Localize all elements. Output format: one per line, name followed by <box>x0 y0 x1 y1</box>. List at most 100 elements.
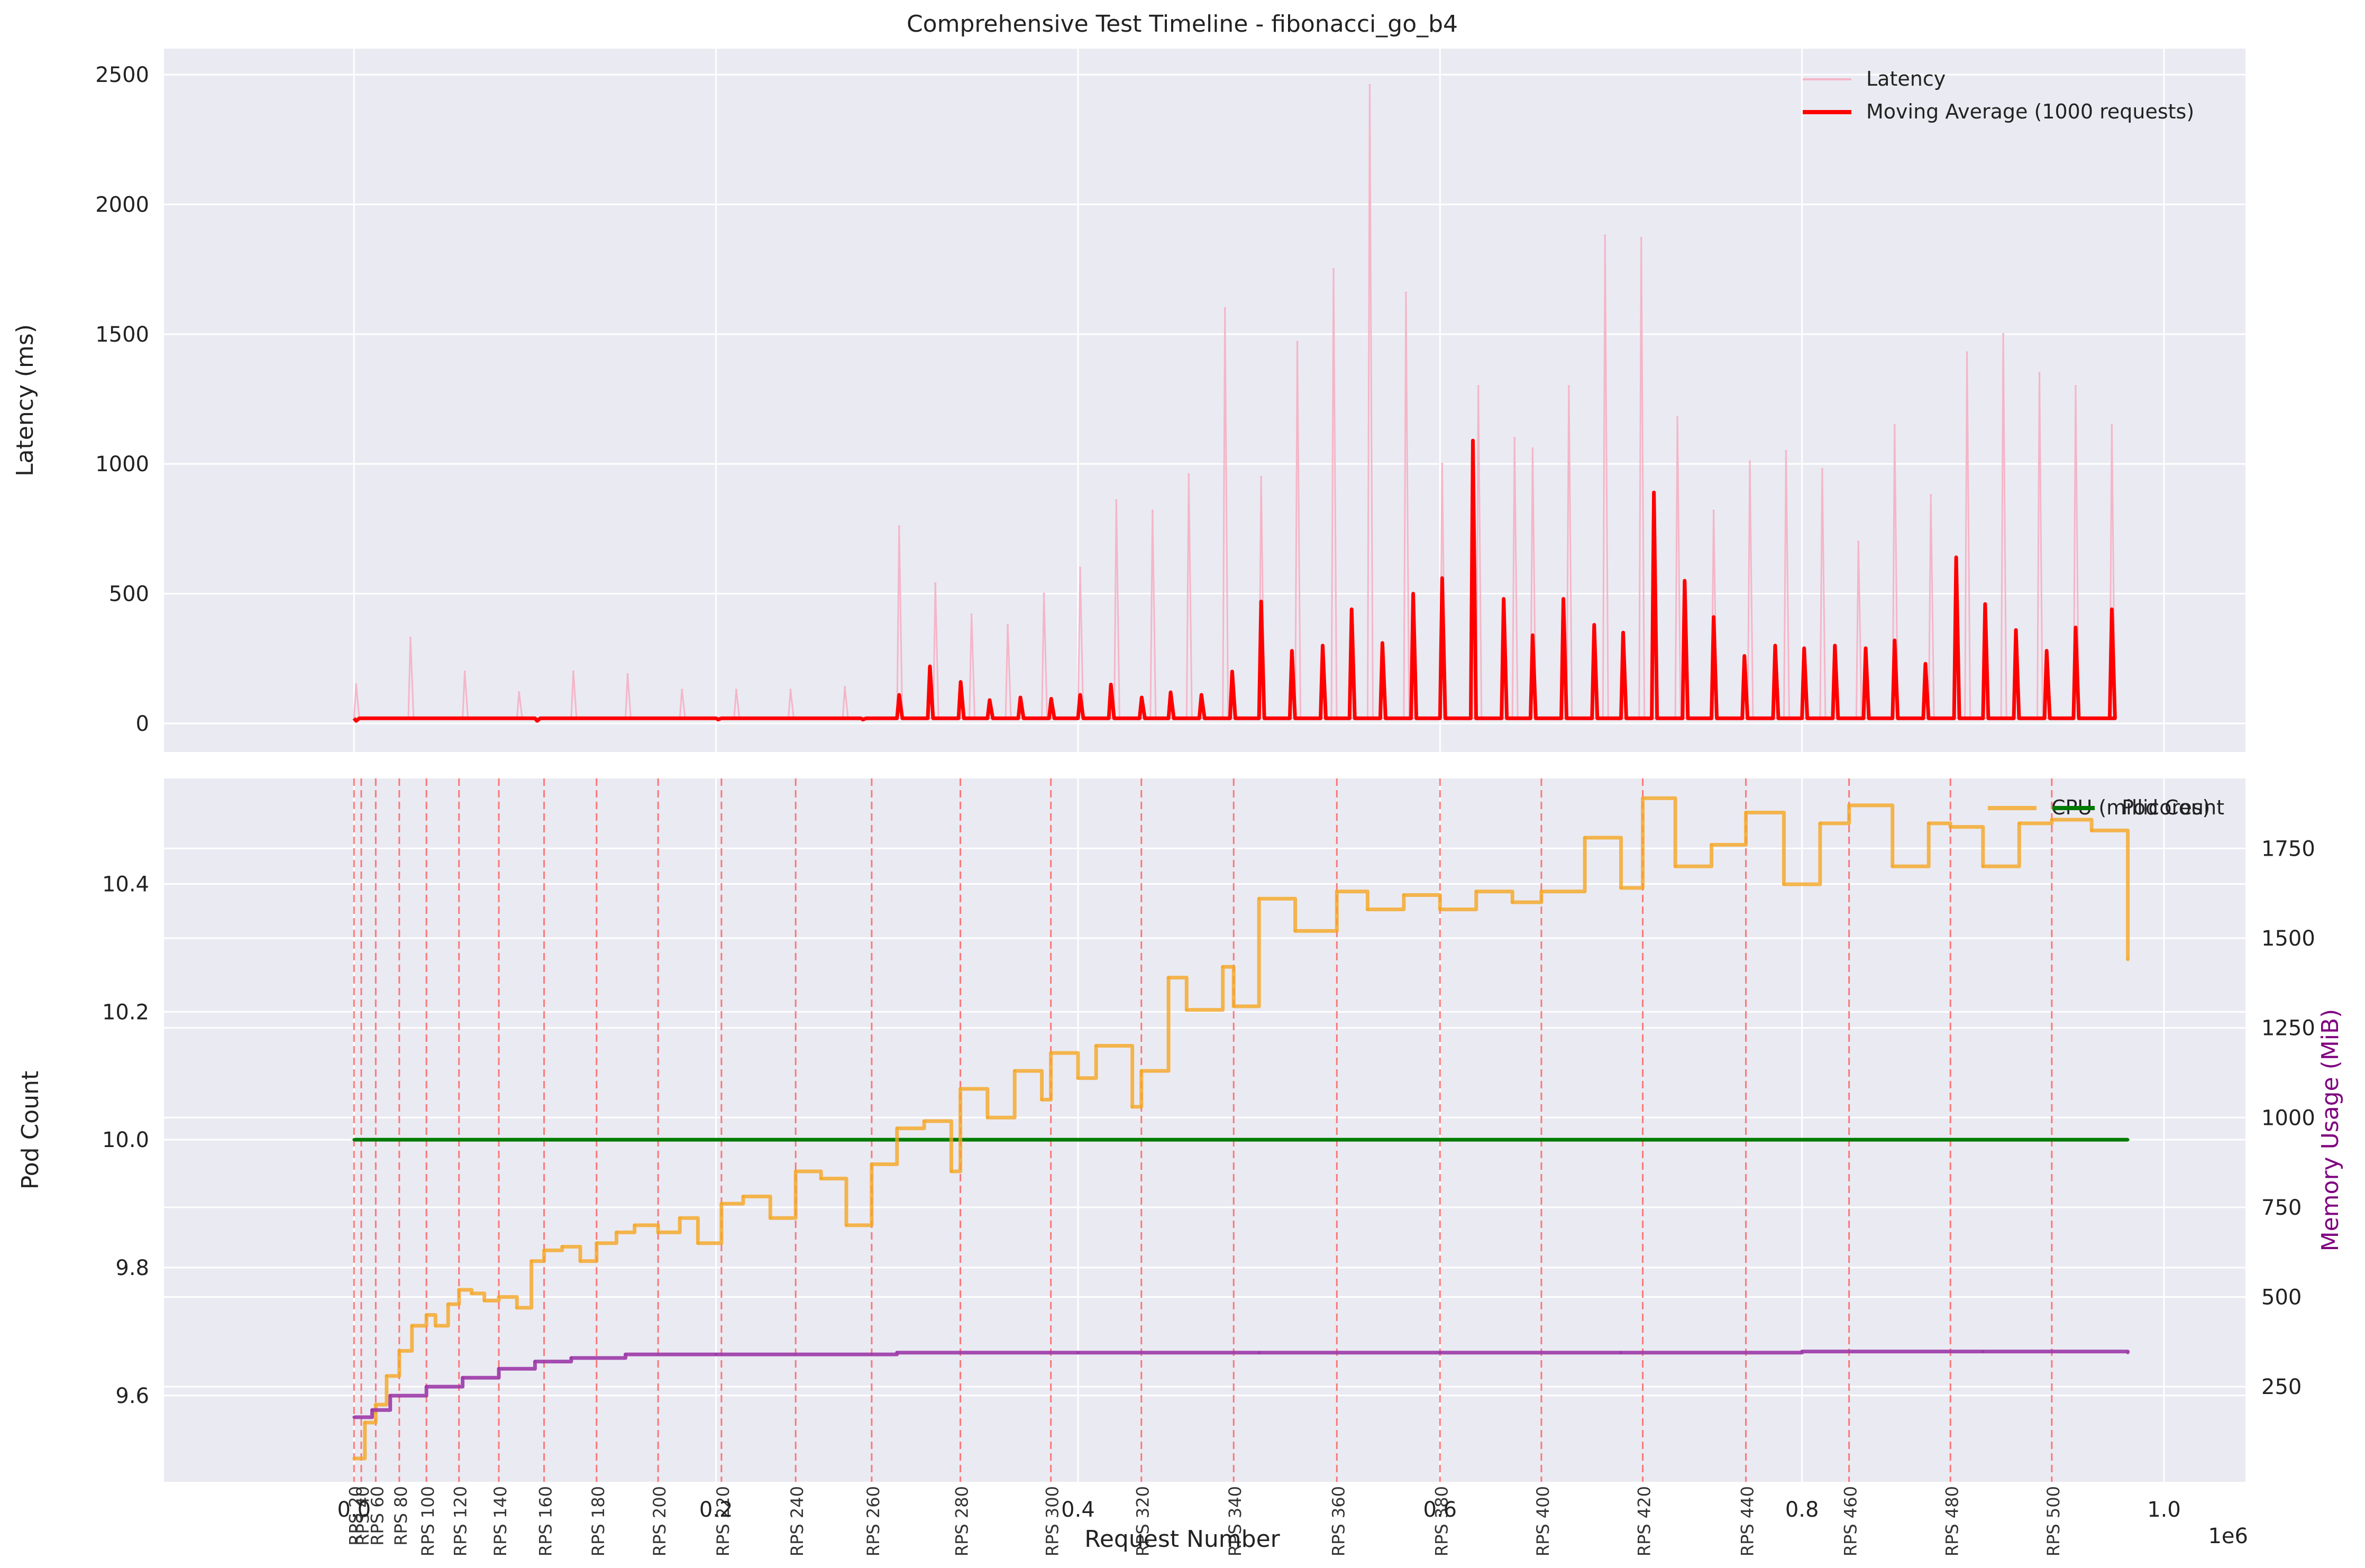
cpu-series-point <box>1674 865 1677 868</box>
latency-point <box>844 686 846 689</box>
latency-y-ticks: 0 500 1000 1500 2000 2500 <box>95 63 149 736</box>
cpu-series-point <box>1049 1051 1053 1055</box>
cpu-series-point <box>656 1231 660 1234</box>
moving-average-point <box>1140 695 1144 699</box>
x-tick-label: 0.8 <box>1785 1498 1819 1522</box>
moving-average-point <box>1411 592 1415 595</box>
cpu-series-point <box>374 1403 378 1407</box>
latency-point <box>1893 424 1896 426</box>
latency-point <box>1930 494 1932 497</box>
cpu-series-point <box>1335 890 1339 893</box>
latency-point <box>1260 475 1263 478</box>
memory-y-ticks: 250 500 750 1000 1250 1500 1750 <box>2261 837 2315 1399</box>
rps-marker-label: RPS 500 <box>2043 1486 2063 1556</box>
cpu-series-point <box>1641 796 1645 800</box>
latency-point <box>1531 447 1534 450</box>
x-axis-multiplier: 1e6 <box>2208 1524 2248 1548</box>
moving-average-point <box>1621 631 1625 635</box>
cpu-series-point <box>1366 907 1369 911</box>
latency-point <box>1368 84 1371 86</box>
latency-point <box>1332 268 1335 271</box>
legend-latency-label: Latency <box>1866 67 1946 90</box>
cpu-series-point <box>923 1120 926 1123</box>
cpu-series-point <box>696 1241 700 1245</box>
latency-point <box>1676 416 1679 418</box>
latency-y-tick-label: 1500 <box>95 323 149 347</box>
pod-count-y-ticks: 9.6 9.8 10.0 10.2 10.4 <box>102 873 149 1408</box>
memory-series-point <box>425 1385 428 1389</box>
memory-tick-label: 1250 <box>2261 1016 2315 1041</box>
cpu-series-point <box>1891 865 1894 868</box>
moving-average-point <box>2074 626 2077 629</box>
moving-average-point <box>1109 683 1113 686</box>
rps-marker-label: RPS 80 <box>391 1486 411 1546</box>
moving-average-point <box>861 718 865 721</box>
latency-point <box>1079 566 1081 569</box>
moving-average-point <box>1983 602 1987 606</box>
cpu-series-point <box>1782 883 1786 886</box>
x-tick-label: 0.4 <box>1061 1498 1095 1522</box>
pod-count-tick-label: 9.6 <box>115 1384 149 1408</box>
request-number-x-ticks: 0.0 0.2 0.4 0.6 0.8 1.0 <box>337 1498 2180 1522</box>
moving-average-point <box>1893 638 1896 642</box>
cpu-series-point <box>719 1202 723 1206</box>
cpu-series-point <box>352 1456 356 1460</box>
cpu-series-point <box>1232 1004 1236 1008</box>
moving-average-point <box>2045 649 2049 653</box>
moving-average-series-line <box>352 438 2117 723</box>
latency-point <box>1785 450 1787 452</box>
cpu-series-point <box>1927 821 1931 825</box>
cpu-series-point <box>844 1223 848 1227</box>
memory-series-point <box>370 1408 374 1412</box>
latency-point <box>1007 623 1009 626</box>
cpu-series-point <box>1539 890 1543 893</box>
moving-average-point <box>1802 646 1806 650</box>
cpu-series-point <box>1293 929 1297 933</box>
resources-series <box>352 796 2130 1461</box>
rps-marker-label: RPS 340 <box>1225 1486 1245 1556</box>
cpu-series-point <box>615 1231 618 1234</box>
cpu-series-point <box>633 1223 636 1227</box>
cpu-series-point <box>741 1195 745 1198</box>
moving-average-point <box>1049 697 1053 701</box>
latency-point <box>1712 509 1715 512</box>
latency-point <box>1604 234 1606 237</box>
latency-point <box>970 613 973 616</box>
pod-count-tick-label: 10.0 <box>102 1128 149 1152</box>
rps-marker-label: RPS 480 <box>1942 1486 1962 1556</box>
cpu-series-point <box>579 1259 582 1263</box>
moving-average-point <box>1955 555 1958 559</box>
latency-point <box>1441 463 1444 465</box>
moving-average-point <box>1169 691 1173 694</box>
latency-point <box>1749 460 1751 463</box>
latency-point <box>1857 540 1860 543</box>
cpu-series-point <box>1094 1044 1098 1048</box>
moving-average-point <box>1742 654 1746 658</box>
memory-series-point <box>1257 1351 1261 1354</box>
cpu-series-point <box>769 1216 772 1220</box>
latency-panel: 0 500 1000 1500 2000 2500 Latency (ms) Latenc… <box>12 49 2245 752</box>
memory-series-point <box>2126 1351 2130 1354</box>
latency-y-tick-label: 500 <box>109 582 149 607</box>
memory-series-point <box>714 1353 718 1356</box>
moving-average-point <box>1440 576 1444 580</box>
latency-point <box>1640 237 1642 240</box>
moving-average-point <box>1652 491 1656 494</box>
rps-marker-label: RPS 400 <box>1533 1486 1553 1556</box>
latency-point <box>1821 468 1823 471</box>
cpu-series-point <box>1583 836 1587 839</box>
cpu-series-point <box>410 1324 414 1327</box>
rps-marker-label: RPS 440 <box>1738 1486 1758 1556</box>
cpu-series-point <box>446 1303 450 1306</box>
rps-marker-label: RPS 100 <box>418 1486 438 1556</box>
moving-average-point <box>1562 597 1565 601</box>
rps-marker-label: RPS 240 <box>787 1486 807 1556</box>
cpu-series-point <box>425 1313 428 1317</box>
moving-average-point <box>354 719 358 723</box>
latency-y-tick-label: 2000 <box>95 192 149 217</box>
cpu-series-point <box>985 1116 989 1120</box>
latency-point <box>898 525 900 528</box>
memory-axis-label: Memory Usage (MiB) <box>2317 1009 2344 1252</box>
